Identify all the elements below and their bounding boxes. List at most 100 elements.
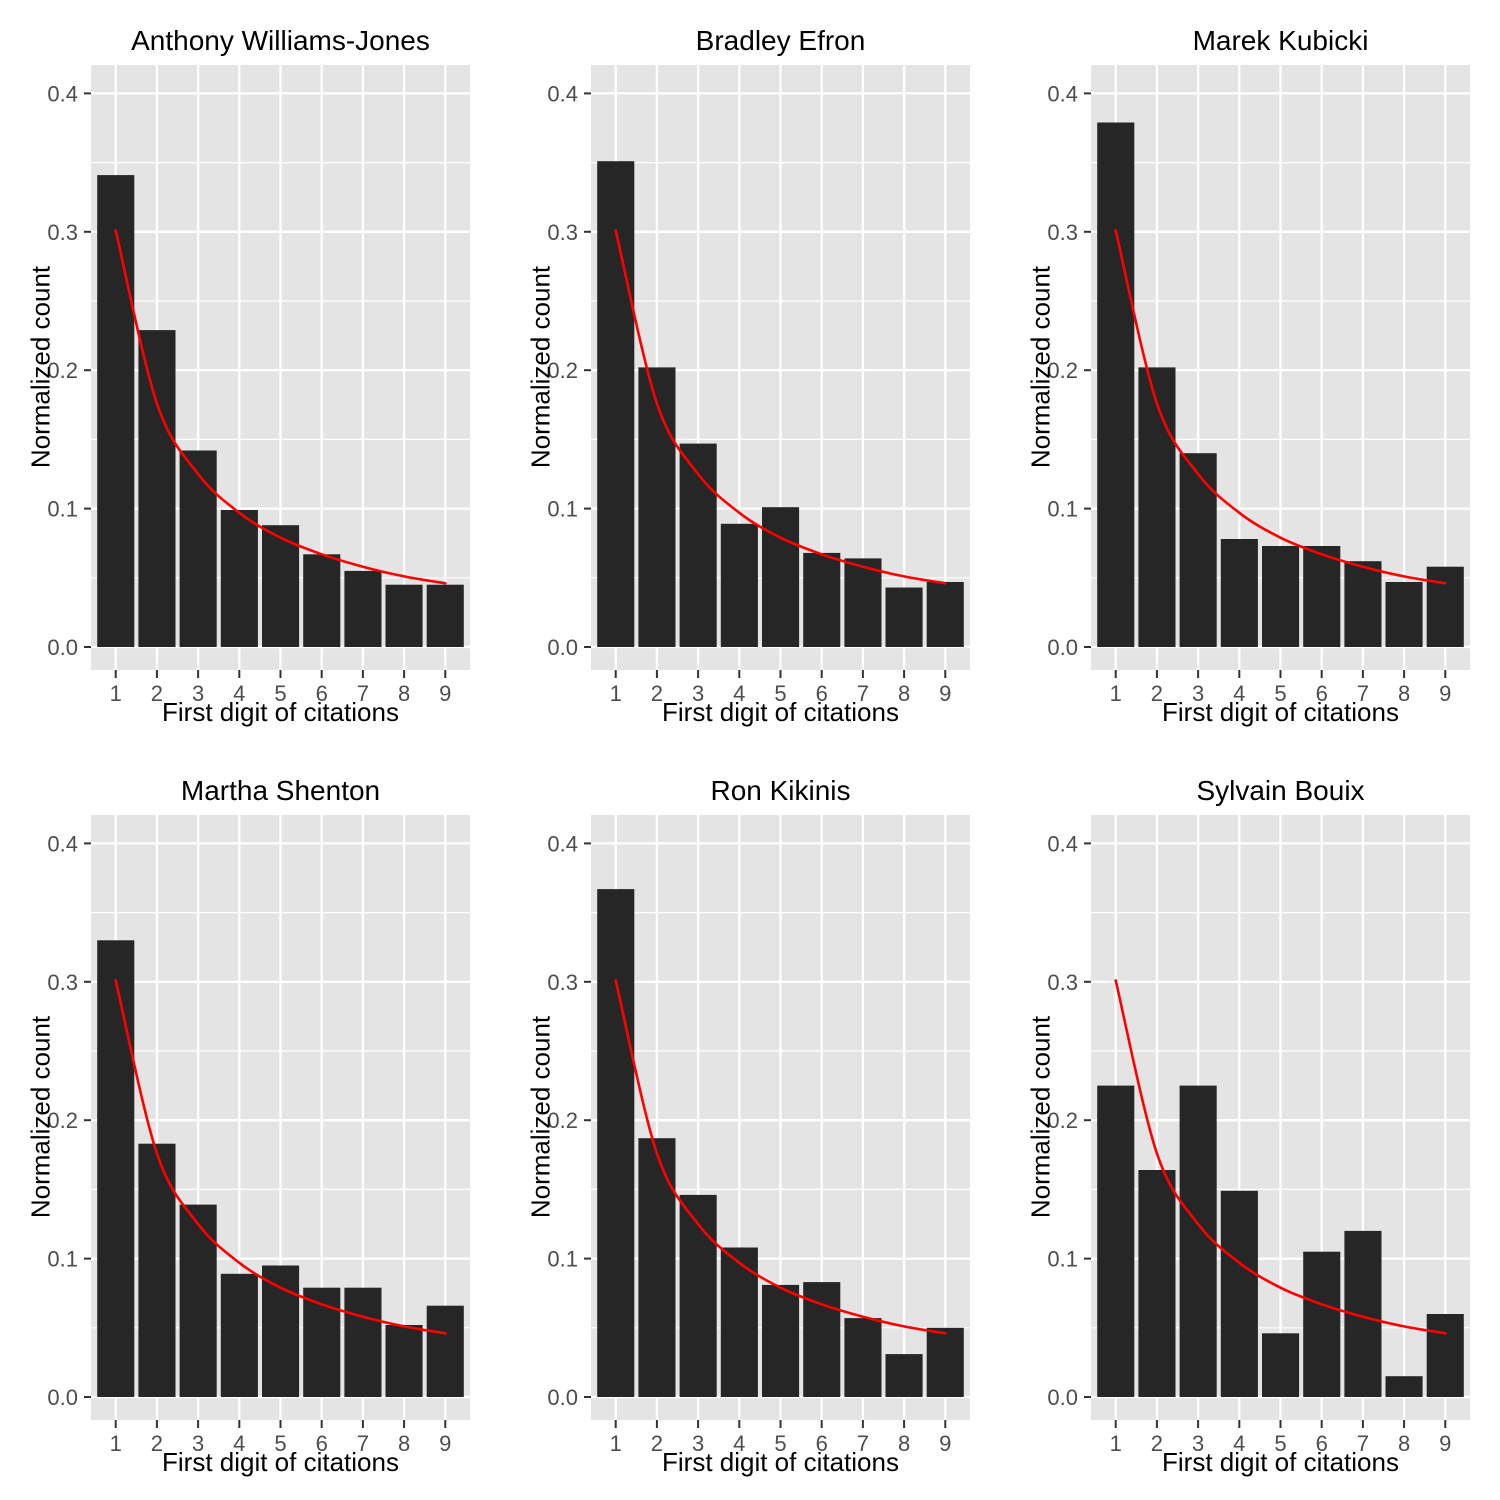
x-tick-label: 3 [692,681,704,706]
panel-cell-4: Ron Kikinis 0.0 0.1 0.2 0.3 0.4 1 2 3 4 5 6 7 8 9 Fir… [500,750,1000,1500]
y-tick-label: 0.1 [1047,497,1078,522]
y-tick-label: 0.3 [1047,970,1078,995]
y-tick-label: 0.1 [47,1247,78,1272]
x-tick-label: 7 [1357,681,1369,706]
y-tick-label: 0.0 [47,635,78,660]
x-axis-title: First digit of citations [662,1447,899,1477]
panel-title: Martha Shenton [180,775,381,806]
x-tick-label: 3 [1192,681,1204,706]
x-tick-label: 6 [1316,1431,1328,1456]
x-tick-label: 1 [110,681,122,706]
x-tick-label: 3 [692,1431,704,1456]
x-tick-label: 3 [192,1431,204,1456]
y-tick-label: 0.2 [547,1108,578,1133]
benford-curve [114,979,447,1335]
bar-digit-4 [220,510,258,647]
y-tick-label: 0.3 [47,970,78,995]
y-tick-label: 0.2 [1047,1108,1078,1133]
x-tick-label: 2 [651,1431,663,1456]
x-axis-title: First digit of citations [1162,1447,1399,1477]
x-tick-label: 9 [439,1431,451,1456]
bar-digit-5 [1262,1333,1300,1397]
x-tick-label: 2 [651,681,663,706]
y-tick-label: 0.0 [547,1385,578,1410]
y-tick-label: 0.3 [47,220,78,245]
bar-digit-9 [1426,1314,1464,1397]
y-tick-label: 0.3 [547,970,578,995]
bar-digit-8 [885,1354,923,1397]
panel-cell-5: Sylvain Bouix 0.0 0.1 0.2 0.3 0.4 1 2 3 4 5 6 7 8 9 F… [1000,750,1500,1500]
bar-digit-2 [638,367,676,647]
x-axis-title: First digit of citations [1162,697,1399,727]
x-tick-label: 4 [1233,681,1245,706]
y-tick-label: 0.3 [1047,220,1078,245]
bar-digit-8 [1385,582,1423,647]
x-tick-label: 7 [357,681,369,706]
bar-digit-9 [926,1327,964,1397]
x-tick-label: 2 [1151,1431,1163,1456]
bar-digit-1 [597,889,635,1397]
panel-cell-3: Martha Shenton 0.0 0.1 0.2 0.3 0.4 1 2 3 4 5 6 7 8 9 … [0,750,500,1500]
y-tick-label: 0.4 [547,81,578,106]
bar-digit-2 [1138,367,1176,647]
bar-digit-7 [844,1318,882,1397]
x-tick-label: 9 [939,681,951,706]
bar-digit-1 [1097,1085,1135,1397]
bar-digit-8 [885,587,923,647]
bar-digit-7 [344,570,382,647]
y-tick-label: 0.4 [47,81,78,106]
bar-digit-4 [720,1247,758,1397]
y-axis-title: Normalized count [525,1015,556,1219]
x-tick-label: 5 [274,1431,286,1456]
bar-digit-6 [303,1287,341,1397]
bar-digit-3 [1179,453,1217,647]
bar-digit-6 [803,1282,841,1397]
y-axis-title: Normalized count [525,265,556,469]
y-tick-label: 0.2 [47,358,78,383]
bar-digit-3 [679,1194,717,1397]
bar-digit-3 [179,1204,217,1397]
bar-digit-2 [638,1138,676,1397]
bar-chart-plot: 0.0 0.1 0.2 0.3 0.4 1 2 3 4 5 6 7 8 9 [547,815,970,1456]
x-tick-label: 7 [1357,1431,1369,1456]
y-tick-label: 0.1 [547,1247,578,1272]
y-tick-label: 0.0 [47,1385,78,1410]
x-tick-label: 8 [1398,681,1410,706]
x-tick-label: 4 [733,1431,745,1456]
bar-digit-3 [179,450,217,647]
benford-curve [1114,979,1447,1335]
panel-cell-1: Bradley Efron 0.0 0.1 0.2 0.3 0.4 1 2 3 4 5 6 7 8 9 F… [500,0,1000,750]
x-tick-label: 8 [398,681,410,706]
bar-digit-2 [138,330,176,647]
bar-digit-1 [97,940,135,1397]
bar-digit-9 [426,1305,464,1397]
bar-digit-5 [762,1284,800,1397]
x-tick-label: 6 [1316,681,1328,706]
x-tick-label: 6 [816,681,828,706]
benford-curve [614,979,947,1335]
y-tick-label: 0.0 [1047,635,1078,660]
bar-digit-6 [1303,1251,1341,1397]
x-tick-label: 4 [733,681,745,706]
bar-digit-5 [262,1265,300,1397]
panel-title: Anthony Williams-Jones [131,25,430,56]
bar-chart-plot: 0.0 0.1 0.2 0.3 0.4 1 2 3 4 5 6 7 8 9 [1047,65,1470,706]
y-tick-label: 0.1 [547,497,578,522]
bar-digit-8 [1385,1376,1423,1397]
bar-digit-5 [1262,546,1300,647]
x-tick-label: 9 [1439,1431,1451,1456]
benford-curve [1114,229,1447,585]
x-tick-label: 8 [898,1431,910,1456]
x-tick-label: 8 [1398,1431,1410,1456]
x-axis-title: First digit of citations [162,1447,399,1477]
benford-curve [614,229,947,585]
x-tick-label: 3 [192,681,204,706]
x-tick-label: 1 [110,1431,122,1456]
bar-digit-6 [303,554,341,647]
bar-digit-5 [762,507,800,647]
x-tick-label: 4 [233,1431,245,1456]
panel-title: Ron Kikinis [710,775,851,806]
y-axis-title: Normalized count [25,265,56,469]
bar-digit-4 [220,1273,258,1397]
